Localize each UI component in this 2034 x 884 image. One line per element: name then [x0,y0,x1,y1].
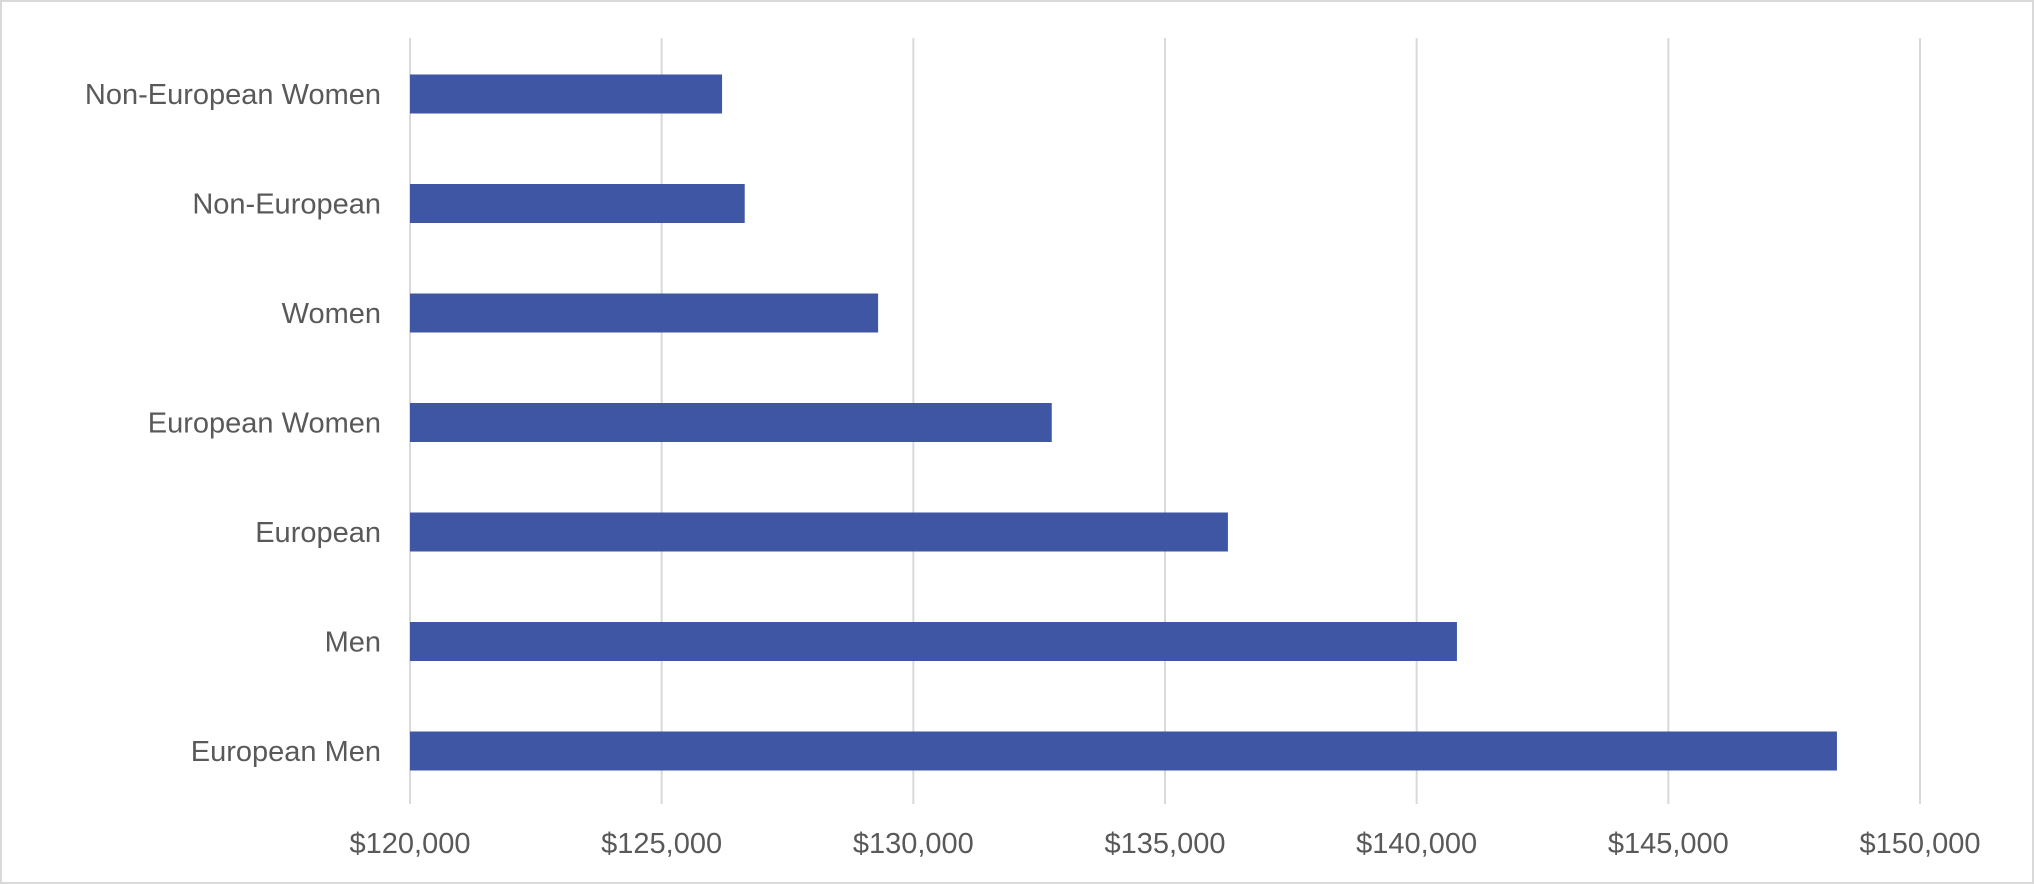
x-tick-label: $125,000 [601,828,722,860]
x-tick-label: $145,000 [1608,828,1729,860]
bar [410,293,879,333]
x-tick-label: $120,000 [350,828,471,860]
bar [410,731,1837,771]
bar [410,403,1052,442]
bar [410,622,1457,661]
category-label: Non-European [192,189,381,221]
category-labels: Non-European Women Non-European Women Europ… [85,79,381,768]
bar [410,184,745,223]
x-tick-label: $135,000 [1105,828,1226,860]
x-tick-label: $140,000 [1356,828,1477,860]
category-label: Non-European Women [85,79,381,111]
category-label: European Women [148,408,381,440]
x-tick-label: $150,000 [1860,828,1981,860]
x-tick-label: $130,000 [853,828,974,860]
bar [410,74,723,114]
x-axis-tick-labels: $120,000 $125,000 $130,000 $135,000 $140,000… [350,828,1981,860]
category-label: Men [325,627,381,659]
bars [410,74,1837,771]
category-label: European [255,517,381,549]
category-label: European Men [191,736,381,768]
category-label: Women [282,298,381,330]
bar [410,512,1228,552]
